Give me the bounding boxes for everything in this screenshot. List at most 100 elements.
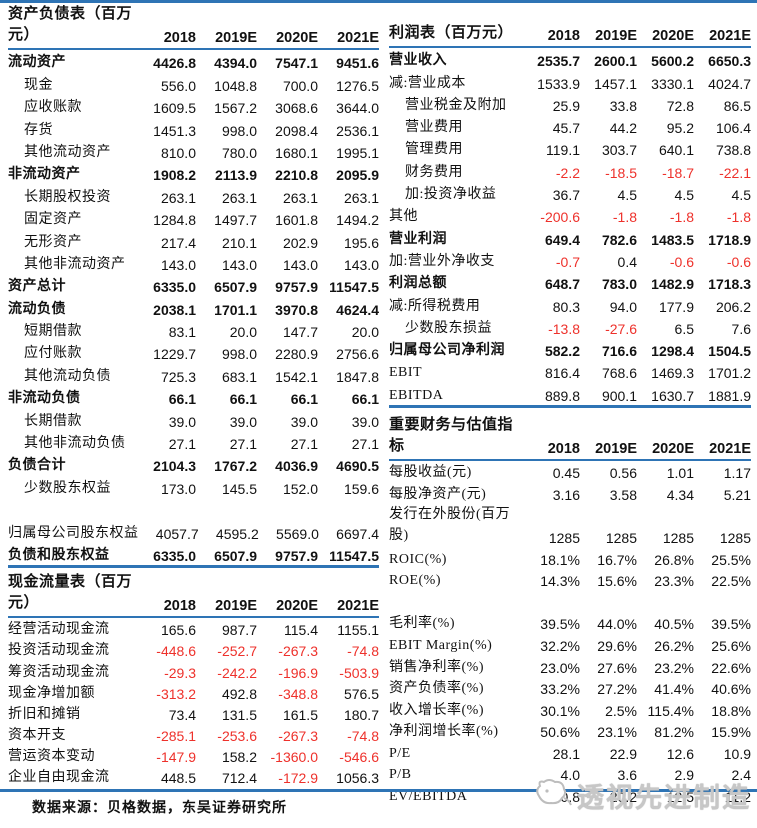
cell-value: 11547.5: [329, 547, 379, 564]
cell-value: 39.0: [290, 413, 318, 430]
cell-value: 23.3%: [654, 573, 694, 590]
row-label: 减:所得税费用: [389, 298, 481, 314]
cell-value: -0.6: [726, 253, 751, 270]
cell-value: 1451.3: [153, 122, 196, 139]
table-row: EBIT 816.4 768.6 1469.3 1701.2: [389, 360, 751, 382]
row-label: 营运资本变动: [8, 749, 95, 765]
cell-value: 25.5%: [711, 551, 751, 568]
cell-value: 1056.3: [336, 770, 379, 787]
table-row: 净利润增长率(%) 50.6% 23.1% 81.2% 15.9%: [389, 720, 751, 742]
year-column-header: 2020E: [276, 597, 318, 614]
cell-value: 4.5: [674, 187, 694, 204]
table-row: 无形资产 217.4 210.1 202.9 195.6: [8, 229, 379, 251]
row-label: 应付账款: [24, 346, 82, 362]
cell-value: 119.1: [546, 142, 580, 159]
cell-value: 39.0: [168, 413, 196, 430]
table-row: 现金 556.0 1048.8 700.0 1276.5: [8, 72, 379, 94]
cell-value: 23.1%: [597, 724, 637, 741]
cell-value: 106.4: [715, 120, 751, 137]
table-row: 流动负债 2038.1 1701.1 3970.8 4624.4: [8, 296, 379, 318]
cell-value: 1680.1: [275, 144, 318, 161]
cell-value: 1457.1: [594, 75, 637, 92]
cell-value: 263.1: [282, 189, 318, 206]
cell-value: -13.8: [548, 320, 580, 337]
row-label: 资本开支: [8, 728, 66, 744]
cell-value: 4036.9: [275, 458, 318, 475]
row-label: 非流动资产: [8, 167, 81, 183]
cell-value: 1847.8: [336, 368, 379, 385]
cell-value: 780.0: [221, 144, 257, 161]
row-label: 其他非流动负债: [24, 436, 126, 452]
cell-value: 1995.1: [336, 144, 379, 161]
cell-value: 782.6: [601, 231, 637, 248]
row-label: 营业费用: [405, 120, 463, 136]
cell-value: -1.8: [726, 209, 751, 226]
cell-value: 6650.3: [708, 53, 751, 70]
year-column-header: 2019E: [595, 440, 637, 457]
cell-value: 25.6%: [711, 637, 751, 654]
year-column-header: 2018: [547, 440, 580, 457]
cell-value: 23.2%: [654, 659, 694, 676]
table-row: 流动资产 4426.8 4394.0 7547.1 9451.6: [8, 50, 379, 72]
row-label: 短期借款: [24, 324, 82, 340]
cell-value: 810.0: [160, 144, 196, 161]
row-label: 现金: [24, 77, 53, 93]
cell-value: 2756.6: [336, 346, 379, 363]
cell-value: -1.8: [669, 209, 694, 226]
row-label: 减:营业成本: [389, 75, 466, 91]
cell-value: 4.5: [617, 187, 637, 204]
cell-value: 22.6%: [711, 659, 751, 676]
year-column-header: 2018: [547, 28, 580, 44]
year-column-header: 2021E: [709, 440, 751, 457]
cell-value: 998.0: [221, 122, 257, 139]
row-label: 财务费用: [405, 164, 463, 180]
cell-value: 0.4: [617, 253, 637, 270]
table-row: 资产负债率(%) 33.2% 27.2% 41.4% 40.6%: [389, 677, 751, 699]
table-row: 营运资本变动 -147.9 158.2 -1360.0 -546.6: [8, 745, 379, 766]
cell-value: 3.16: [552, 486, 580, 503]
cell-value: 263.1: [160, 189, 196, 206]
year-column-header: 2020E: [652, 440, 694, 457]
table-row: 非流动负债 66.1 66.1 66.1 66.1: [8, 386, 379, 408]
cell-value: 1494.2: [336, 212, 379, 229]
cell-value: 4057.7: [155, 525, 199, 542]
row-label: 毛利率(%): [389, 616, 455, 632]
row-label: 少数股东损益: [405, 320, 492, 336]
cell-value: 2210.8: [275, 167, 318, 184]
row-label: 非流动负债: [8, 391, 81, 407]
cell-value: 66.1: [290, 391, 318, 408]
right-column: 利润表（百万元） 2018 2019E 2020E 2021E 营业收入 2535.7 26…: [389, 4, 751, 806]
row-label: 其他流动负债: [24, 368, 111, 384]
row-label: 企业自由现金流: [8, 770, 110, 786]
cell-value: 30.1%: [540, 702, 580, 719]
row-label: 归属母公司净利润: [389, 343, 505, 359]
table-row: 营业费用 45.7 44.2 95.2 106.4: [389, 115, 751, 137]
watermark: 透视先进制造: [533, 776, 751, 815]
table-row: 其他非流动资产 143.0 143.0 143.0 143.0: [8, 252, 379, 274]
cell-value: 206.2: [715, 298, 751, 315]
watermark-text: 透视先进制造: [577, 783, 751, 813]
cell-value: 2104.3: [153, 458, 196, 475]
cell-value: 36.7: [552, 187, 580, 204]
cell-value: -200.6: [540, 209, 580, 226]
cell-value: 582.2: [544, 343, 580, 360]
cell-value: 2113.9: [214, 167, 257, 184]
cell-value: 131.5: [221, 706, 257, 723]
cell-value: 9757.9: [275, 279, 318, 296]
cell-value: 12.6: [666, 745, 694, 762]
cell-value: 39.0: [229, 413, 257, 430]
balance-sheet-rows: 流动资产 4426.8 4394.0 7547.1 9451.6 现金 556.0 1048.…: [8, 50, 379, 565]
table-divider: [8, 564, 379, 568]
cell-value: 4.5: [731, 187, 751, 204]
cell-value: 39.5%: [711, 616, 751, 633]
cell-value: 94.0: [609, 298, 637, 315]
table-row: 销售净利率(%) 23.0% 27.6% 23.2% 22.6%: [389, 655, 751, 677]
cell-value: 66.1: [351, 391, 379, 408]
cell-value: 0.56: [609, 465, 637, 482]
table-row: 长期借款 39.0 39.0 39.0 39.0: [8, 408, 379, 430]
table-row: 营业收入 2535.7 2600.1 5600.2 6650.3: [389, 48, 751, 70]
year-column-header: 2021E: [337, 30, 379, 46]
cell-value: -27.6: [605, 320, 637, 337]
table-title: 利润表（百万元）: [389, 25, 514, 41]
cell-value: 2535.7: [537, 53, 580, 70]
